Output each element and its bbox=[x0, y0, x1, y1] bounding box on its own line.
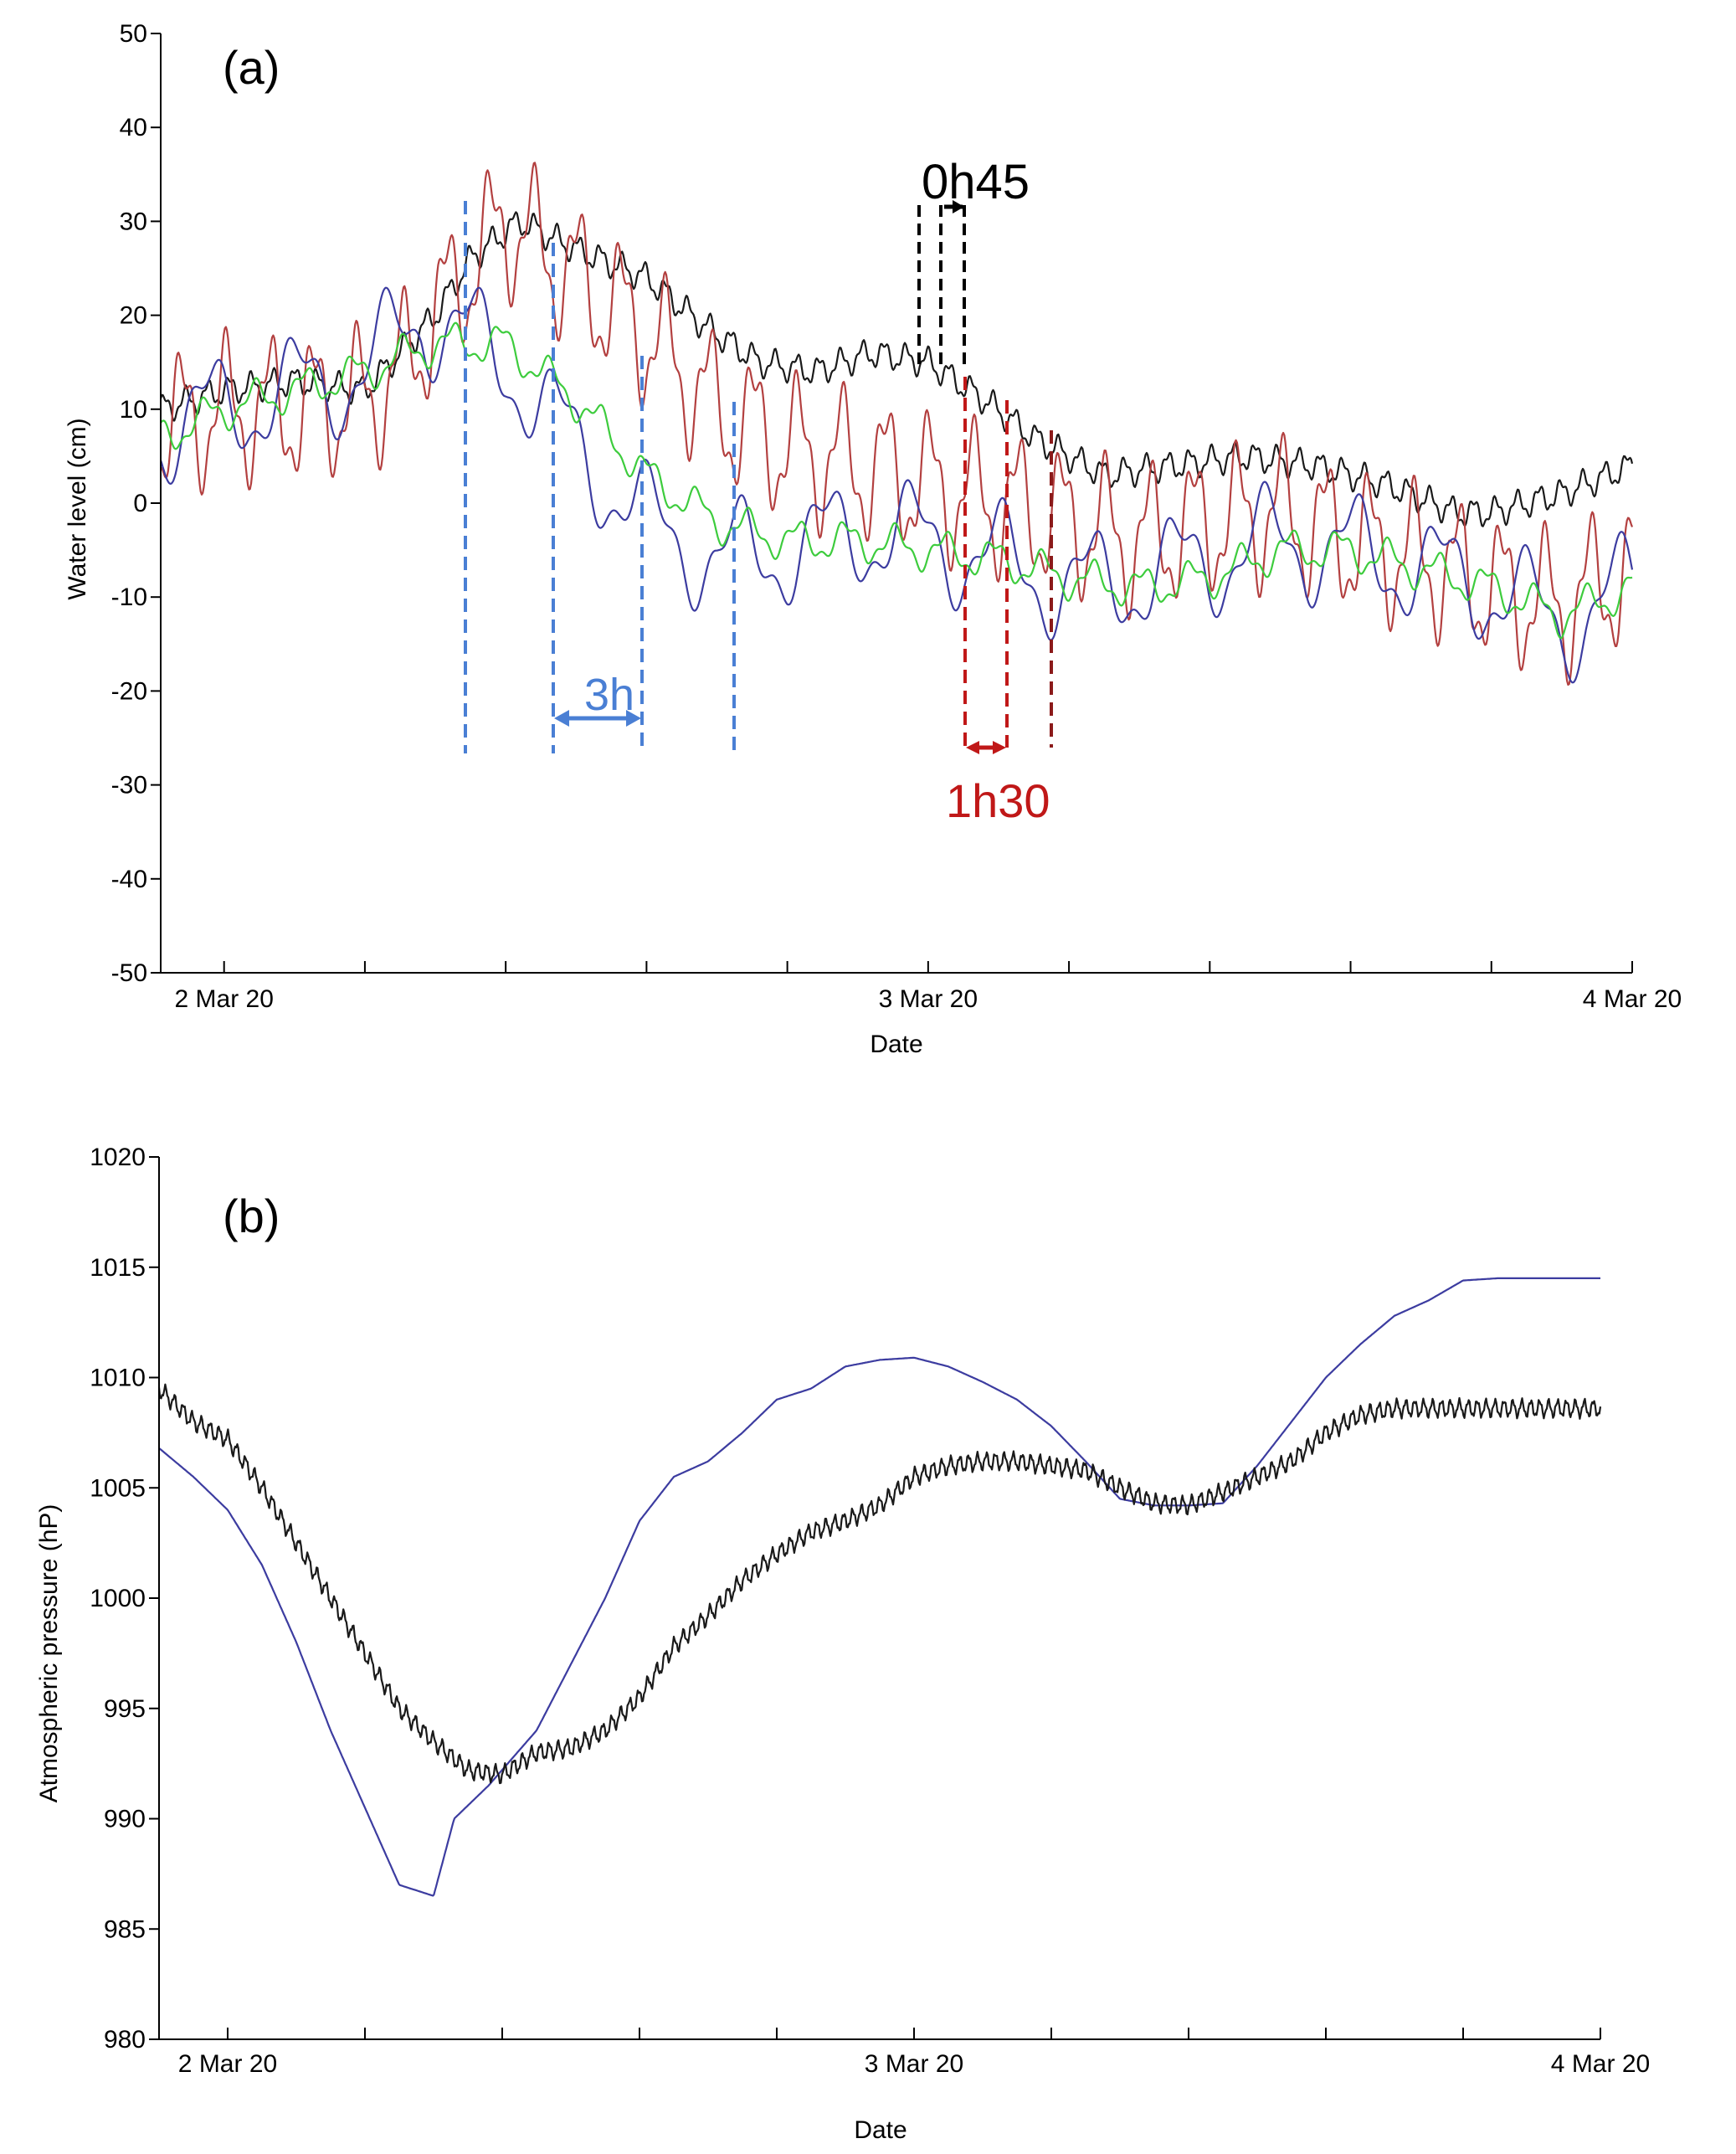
panel-a-water-level: 0h45 3h 1h30 50 40 30 20 10 0 -10 -20 -30 -40 -50 2… bbox=[64, 20, 1682, 1058]
annotation-0h45: 0h45 bbox=[922, 155, 1030, 209]
y-tick-label: -40 bbox=[111, 866, 147, 893]
y-tick-label: 1000 bbox=[90, 1585, 146, 1612]
panel-a-series-group bbox=[159, 162, 1634, 686]
blue-arrowhead-right bbox=[626, 710, 641, 727]
x-tick-label: 4 Mar 20 bbox=[1583, 985, 1682, 1013]
panel-b-series-group bbox=[157, 1277, 1602, 1897]
black-arrowhead bbox=[953, 200, 964, 213]
y-tick-label: -30 bbox=[111, 772, 147, 799]
y-tick-label: 1005 bbox=[90, 1474, 146, 1502]
panel-a-x-axis-title: Date bbox=[870, 1031, 922, 1058]
y-tick-label: 1010 bbox=[90, 1365, 146, 1392]
panel-b-atmospheric-pressure: 1020 1015 1010 1005 1000 995 990 985 980 2 Mar 20… bbox=[35, 1144, 1650, 2144]
y-tick-label: 10 bbox=[120, 396, 147, 424]
series-line-blue bbox=[158, 1277, 1600, 1897]
y-tick-label: 1020 bbox=[90, 1144, 146, 1171]
panel-a-label: (a) bbox=[223, 41, 280, 94]
x-tick-label: 2 Mar 20 bbox=[178, 2050, 277, 2078]
annotation-1h30: 1h30 bbox=[946, 774, 1050, 827]
y-tick-label: 50 bbox=[120, 20, 147, 48]
red-arrowhead-right bbox=[993, 741, 1006, 754]
series-line-red bbox=[160, 162, 1634, 686]
y-tick-label: 980 bbox=[104, 2026, 146, 2054]
panel-b-x-axis-title: Date bbox=[854, 2116, 907, 2144]
y-tick-label: 995 bbox=[104, 1695, 146, 1723]
y-tick-label: 0 bbox=[133, 490, 147, 517]
y-tick-label: -20 bbox=[111, 677, 147, 705]
y-tick-label: -10 bbox=[111, 583, 147, 611]
series-line-black bbox=[157, 1383, 1602, 1785]
series-line-green bbox=[160, 321, 1633, 640]
blue-arrowhead-left bbox=[554, 710, 569, 727]
panel-b-axes: 1020 1015 1010 1005 1000 995 990 985 980 2 Mar 20… bbox=[90, 1144, 1650, 2078]
y-tick-label: 30 bbox=[120, 208, 147, 235]
y-tick-label: 20 bbox=[120, 302, 147, 330]
panel-a-annotations: 0h45 3h 1h30 bbox=[464, 155, 1053, 827]
x-tick-label: 3 Mar 20 bbox=[879, 985, 978, 1013]
x-tick-label: 3 Mar 20 bbox=[865, 2050, 963, 2078]
x-tick-label: 2 Mar 20 bbox=[175, 985, 274, 1013]
y-tick-label: 1015 bbox=[90, 1254, 146, 1282]
x-tick-label: 4 Mar 20 bbox=[1551, 2050, 1650, 2078]
panel-b-y-axis-title: Atmospheric pressure (hP) bbox=[35, 1504, 63, 1803]
red-arrowhead-left bbox=[966, 741, 979, 754]
y-tick-label: 40 bbox=[120, 114, 147, 141]
panel-a-axes: 50 40 30 20 10 0 -10 -20 -30 -40 -50 2 Mar 20 3 Mar … bbox=[111, 20, 1682, 1013]
panel-a-y-axis-title: Water level (cm) bbox=[64, 418, 91, 599]
panel-b-label: (b) bbox=[223, 1190, 280, 1242]
y-tick-label: 985 bbox=[104, 1915, 146, 1943]
annotation-3h: 3h bbox=[584, 670, 634, 720]
y-tick-label: -50 bbox=[111, 959, 147, 987]
y-tick-label: 990 bbox=[104, 1806, 146, 1833]
